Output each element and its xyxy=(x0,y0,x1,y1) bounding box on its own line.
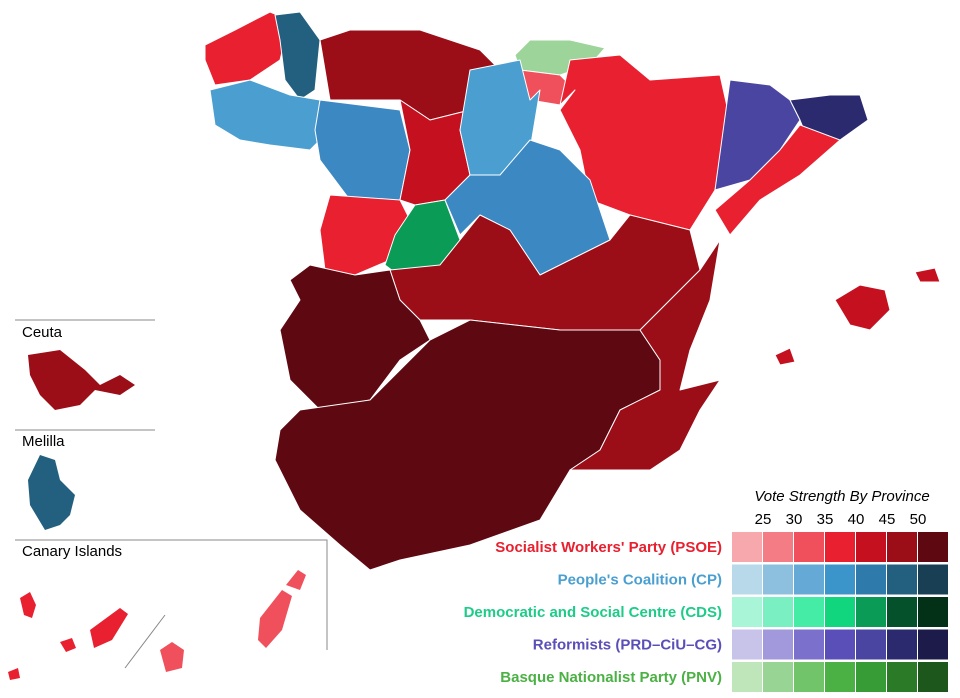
island xyxy=(774,347,796,366)
legend-swatch xyxy=(794,597,824,627)
party-name: Democratic and Social Centre (CDS) xyxy=(464,604,722,621)
legend-swatch xyxy=(763,564,793,595)
island xyxy=(160,642,184,672)
legend-swatch xyxy=(887,629,917,660)
insets: Ceuta Melilla Canary Islands xyxy=(8,319,328,680)
island xyxy=(286,570,306,590)
legend-swatch xyxy=(856,597,886,627)
party-name: Basque Nationalist Party (PNV) xyxy=(500,669,722,686)
party-name: Socialist Workers' Party (PSOE) xyxy=(495,539,722,556)
party-name: People's Coalition (CP) xyxy=(558,571,722,588)
inset-divider xyxy=(124,614,166,669)
legend-swatch xyxy=(763,662,793,692)
province xyxy=(714,79,801,191)
province xyxy=(389,214,701,331)
legend-tick-label: 25 xyxy=(755,511,772,528)
island xyxy=(60,638,76,652)
island xyxy=(834,284,891,331)
island xyxy=(914,267,941,283)
legend: Vote Strength By Province 25 30 35 40 45 50 So… xyxy=(464,488,948,692)
legend-swatch xyxy=(825,564,855,595)
legend-title: Vote Strength By Province xyxy=(754,488,929,505)
legend-swatch xyxy=(763,629,793,660)
legend-swatch xyxy=(887,532,917,562)
melilla xyxy=(28,455,75,530)
legend-swatch xyxy=(856,629,886,660)
legend-swatch xyxy=(794,629,824,660)
province xyxy=(274,11,321,101)
province xyxy=(314,99,411,201)
party-name: Reformists (PRD–CiU–CG) xyxy=(533,636,722,653)
mainland xyxy=(204,11,941,571)
legend-swatch xyxy=(732,532,762,562)
legend-swatch xyxy=(794,532,824,562)
legend-swatch xyxy=(918,597,948,627)
legend-swatch xyxy=(825,662,855,692)
legend-swatch xyxy=(763,597,793,627)
island xyxy=(90,608,128,648)
legend-swatch xyxy=(794,662,824,692)
province xyxy=(279,264,431,411)
inset-label: Ceuta xyxy=(22,324,63,341)
legend-swatch xyxy=(732,629,762,660)
legend-swatch xyxy=(918,532,948,562)
legend-swatch xyxy=(732,564,762,595)
legend-tick-label: 40 xyxy=(848,511,865,528)
inset-label: Canary Islands xyxy=(22,543,122,560)
legend-tick-label: 50 xyxy=(910,511,927,528)
legend-swatch xyxy=(732,662,762,692)
legend-swatch xyxy=(918,564,948,595)
legend-swatch xyxy=(856,662,886,692)
legend-swatch xyxy=(732,597,762,627)
province xyxy=(714,124,841,236)
island xyxy=(20,592,36,618)
ceuta xyxy=(28,350,135,410)
legend-swatch xyxy=(763,532,793,562)
canary-islands xyxy=(8,570,306,680)
legend-swatch xyxy=(887,662,917,692)
legend-swatch xyxy=(918,662,948,692)
legend-swatch xyxy=(856,532,886,562)
legend-tick-label: 45 xyxy=(879,511,896,528)
legend-swatch xyxy=(825,629,855,660)
province xyxy=(569,239,721,471)
inset-divider xyxy=(15,539,328,650)
legend-swatch xyxy=(794,564,824,595)
legend-swatch xyxy=(856,564,886,595)
legend-tick-label: 35 xyxy=(817,511,834,528)
legend-swatch xyxy=(887,597,917,627)
legend-swatch xyxy=(825,597,855,627)
legend-swatch xyxy=(887,564,917,595)
legend-swatch xyxy=(918,629,948,660)
inset-label: Melilla xyxy=(22,433,65,450)
legend-tick-label: 30 xyxy=(786,511,803,528)
legend-swatch xyxy=(825,532,855,562)
island xyxy=(258,590,292,648)
province xyxy=(204,11,291,86)
island xyxy=(8,668,20,680)
